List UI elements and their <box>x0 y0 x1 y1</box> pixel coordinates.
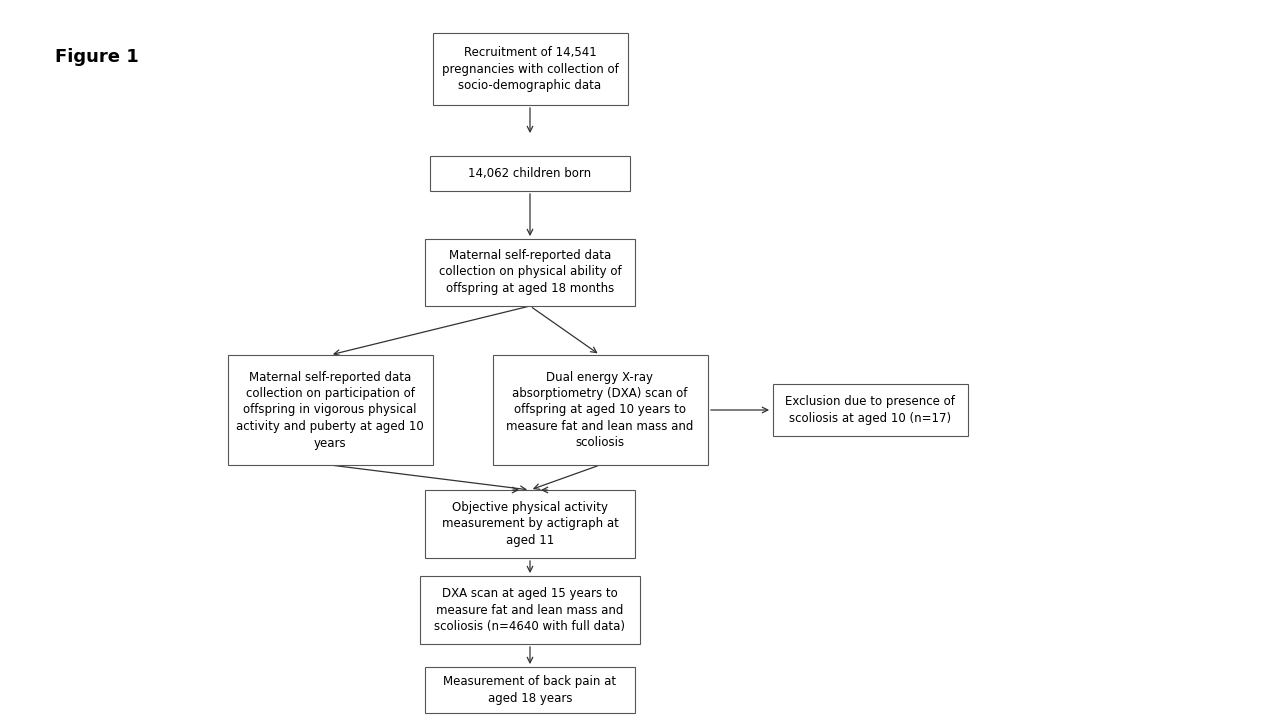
FancyBboxPatch shape <box>773 384 968 436</box>
FancyBboxPatch shape <box>420 576 640 644</box>
FancyBboxPatch shape <box>430 156 630 191</box>
Text: DXA scan at aged 15 years to
measure fat and lean mass and
scoliosis (n=4640 wit: DXA scan at aged 15 years to measure fat… <box>434 587 626 633</box>
Text: Exclusion due to presence of
scoliosis at aged 10 (n=17): Exclusion due to presence of scoliosis a… <box>785 395 955 425</box>
Text: Maternal self-reported data
collection on physical ability of
offspring at aged : Maternal self-reported data collection o… <box>439 249 621 295</box>
FancyBboxPatch shape <box>425 667 635 713</box>
Text: Measurement of back pain at
aged 18 years: Measurement of back pain at aged 18 year… <box>443 675 617 705</box>
FancyBboxPatch shape <box>228 355 433 465</box>
FancyBboxPatch shape <box>425 238 635 305</box>
FancyBboxPatch shape <box>425 490 635 558</box>
FancyBboxPatch shape <box>493 355 708 465</box>
Text: Objective physical activity
measurement by actigraph at
aged 11: Objective physical activity measurement … <box>442 501 618 547</box>
Text: Figure 1: Figure 1 <box>55 48 138 66</box>
FancyBboxPatch shape <box>433 33 627 105</box>
Text: Maternal self-reported data
collection on participation of
offspring in vigorous: Maternal self-reported data collection o… <box>236 371 424 449</box>
Text: Dual energy X-ray
absorptiometry (DXA) scan of
offspring at aged 10 years to
mea: Dual energy X-ray absorptiometry (DXA) s… <box>507 371 694 449</box>
Text: Recruitment of 14,541
pregnancies with collection of
socio-demographic data: Recruitment of 14,541 pregnancies with c… <box>442 46 618 92</box>
Text: 14,062 children born: 14,062 children born <box>468 166 591 179</box>
